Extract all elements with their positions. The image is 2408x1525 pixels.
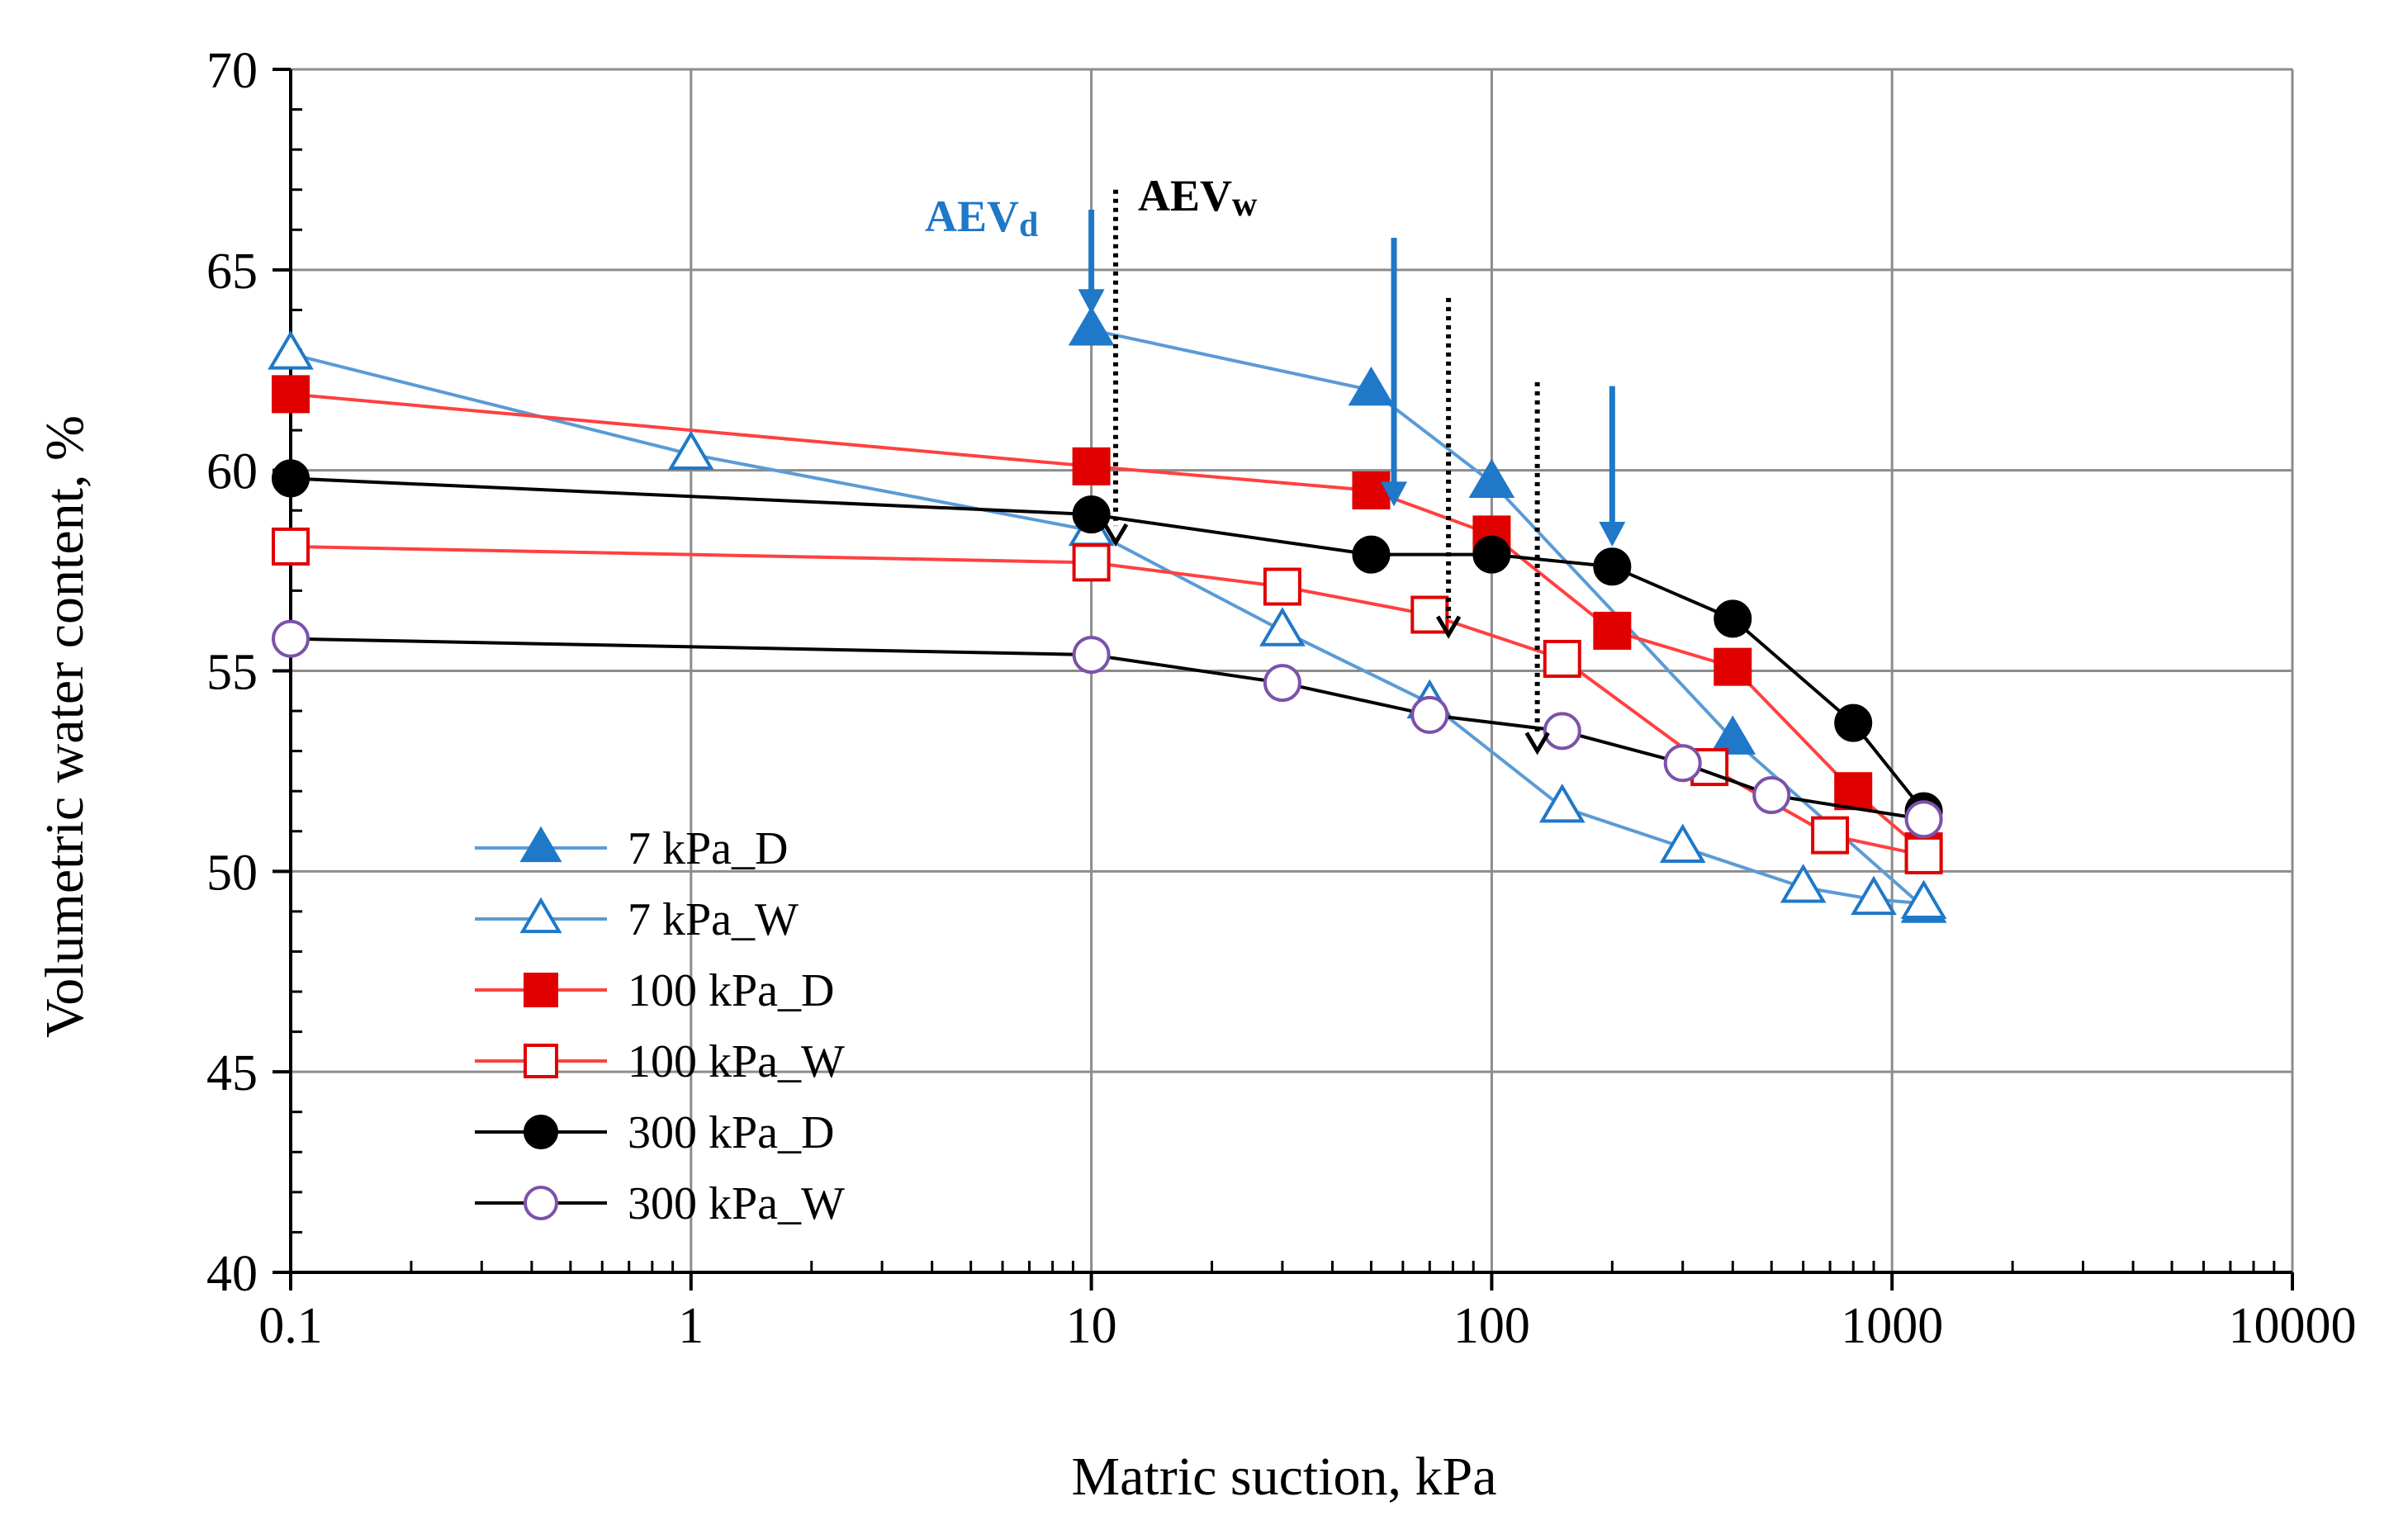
data-point <box>1904 836 1943 874</box>
x-tick-label: 0.1 <box>258 1298 323 1354</box>
x-tick-label: 10000 <box>2229 1298 2357 1354</box>
data-point <box>1811 816 1850 855</box>
series-layer <box>268 305 1947 923</box>
data-point <box>1663 744 1702 783</box>
series-line <box>290 352 1924 906</box>
axes: 40 45 50 55 60 65 70 0.1 1 10 100 1000 10000 <box>206 43 2357 1354</box>
y-tick-label: 70 <box>206 43 258 99</box>
y-tick-label: 40 <box>206 1246 258 1302</box>
annotation-aevd: AEVd <box>925 192 1038 244</box>
data-point <box>1714 599 1752 638</box>
y-tick-label: 55 <box>206 645 258 701</box>
data-point <box>1410 695 1449 734</box>
legend-marker <box>524 973 558 1007</box>
grid <box>289 68 2294 1274</box>
data-point <box>272 375 310 414</box>
series-5 <box>272 619 1943 839</box>
legend-item: 100 kPa_D <box>475 965 834 1016</box>
data-point <box>272 619 310 658</box>
series-line <box>290 544 1925 857</box>
y-tick-label: 50 <box>206 845 258 901</box>
aev-w-arrowhead <box>1102 523 1129 547</box>
data-point <box>1593 547 1632 586</box>
data-point <box>1780 864 1827 903</box>
data-point <box>1352 471 1391 509</box>
y-tick-label: 45 <box>206 1045 258 1101</box>
data-point <box>1593 611 1632 650</box>
data-point <box>1752 776 1791 815</box>
aev-d-arrowhead <box>1599 521 1626 547</box>
aev-arrows <box>1078 189 1626 755</box>
x-axis-title: Matric suction, kPa <box>1071 1447 1496 1507</box>
data-point <box>1472 535 1511 574</box>
series-3 <box>272 527 1943 874</box>
aev-w-arrowhead <box>1435 615 1462 639</box>
data-point <box>1904 800 1943 839</box>
series-line <box>290 392 1925 853</box>
aev-d-arrowhead <box>1381 481 1408 507</box>
data-point <box>1543 712 1581 751</box>
aev-d-arrowhead <box>1078 289 1105 315</box>
data-point <box>1072 543 1111 582</box>
data-point <box>268 330 314 370</box>
legend-label: 7 kPa_W <box>628 894 799 945</box>
legend-marker <box>524 1044 558 1078</box>
data-point <box>1072 447 1111 485</box>
x-tick-label: 100 <box>1453 1298 1530 1354</box>
legend-item: 300 kPa_W <box>475 1178 845 1229</box>
data-point <box>1709 715 1756 755</box>
series-line <box>290 476 1926 812</box>
legend-marker <box>519 897 562 934</box>
data-point <box>667 430 714 470</box>
data-point <box>1900 879 1947 919</box>
aev-w-arrowhead <box>1524 732 1550 755</box>
data-point <box>1259 607 1306 646</box>
data-point <box>1543 639 1581 678</box>
y-axis-title: Volumetric water content, % <box>35 415 95 1038</box>
data-point <box>1659 823 1706 863</box>
data-point <box>1714 647 1752 686</box>
data-point <box>272 459 310 498</box>
data-point <box>1348 366 1395 406</box>
x-tick-label: 10 <box>1066 1298 1117 1354</box>
legend-label: 100 kPa_W <box>628 1036 845 1087</box>
data-point <box>1834 703 1873 742</box>
legend-item: 100 kPa_W <box>475 1036 845 1087</box>
x-tick-label: 1000 <box>1841 1298 1943 1354</box>
legend-marker <box>524 1186 558 1220</box>
legend-marker <box>519 826 562 863</box>
data-point <box>1263 664 1301 703</box>
series-2 <box>272 375 1943 871</box>
series-1 <box>268 330 1947 919</box>
legend-label: 300 kPa_D <box>628 1107 834 1158</box>
legend-item: 7 kPa_D <box>475 823 788 874</box>
data-point <box>1468 458 1515 498</box>
data-point <box>1072 495 1111 534</box>
data-point <box>272 527 310 566</box>
legend-label: 300 kPa_W <box>628 1178 845 1229</box>
annotation-aevw: AEVw <box>1138 171 1258 224</box>
legend-label: 100 kPa_D <box>628 965 834 1016</box>
y-tick-label: 65 <box>206 244 258 300</box>
series-line <box>290 637 1924 822</box>
legend-marker <box>524 1115 558 1149</box>
legend-label: 7 kPa_D <box>628 823 788 874</box>
data-point <box>1072 636 1111 675</box>
y-tick-label: 60 <box>206 444 258 500</box>
legend: 7 kPa_D 7 kPa_W 100 kPa_D 100 kPa_W 300 kPa_… <box>475 823 845 1229</box>
data-point <box>1263 567 1301 606</box>
x-tick-label: 1 <box>678 1298 704 1354</box>
data-point <box>1068 305 1115 346</box>
legend-item: 300 kPa_D <box>475 1107 834 1158</box>
data-point <box>1538 783 1586 823</box>
data-point <box>1834 772 1873 811</box>
data-point <box>1352 535 1391 574</box>
data-point <box>1851 875 1897 916</box>
legend-item: 7 kPa_W <box>475 894 799 945</box>
series-line <box>1091 328 1925 909</box>
